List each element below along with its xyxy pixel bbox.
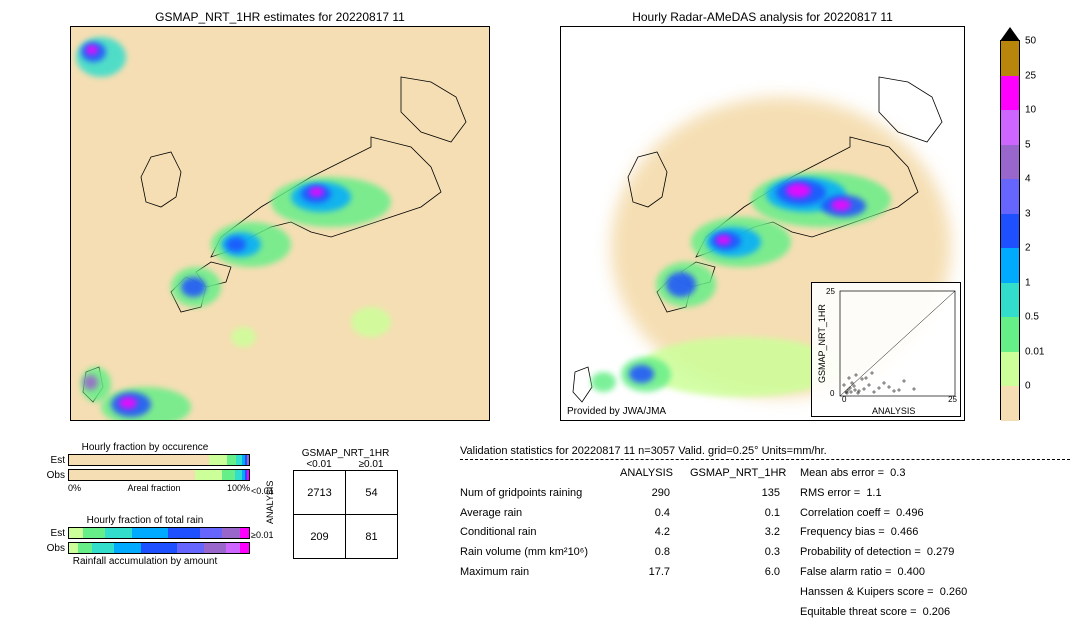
right-map-title: Hourly Radar-AMeDAS analysis for 2022081… [560, 10, 965, 24]
stats-metric: Correlation coeff = 0.496 [800, 504, 967, 524]
rain-title: Hourly fraction of total rain [40, 515, 250, 526]
colorbar-arrow-icon [1000, 27, 1020, 41]
right-map-panel: Hourly Radar-AMeDAS analysis for 2022081… [560, 10, 965, 421]
rain-bars: Hourly fraction of total rain Est Obs Ra… [40, 515, 250, 567]
colorbar-tick: 25 [1025, 70, 1036, 81]
ytick: 45°N [70, 80, 71, 92]
colorbar-tick: 10 [1025, 105, 1036, 116]
ytick: 40°N [70, 155, 71, 167]
xtick: 135°E [747, 420, 777, 421]
ct-col: ≥0.01 [345, 459, 397, 470]
colorbar-tick: 50 [1025, 36, 1036, 47]
scatter-ytick: 25 [826, 287, 835, 296]
ytick: 30°N [560, 304, 561, 316]
scatter-inset: GSMAP_NRT_1HR ANALYSIS 0 25 0 25 [811, 282, 961, 417]
scatter-ylabel: GSMAP_NRT_1HR [817, 303, 827, 383]
xtick: 125°E [114, 420, 144, 421]
contingency-table: GSMAP_NRT_1HR <0.01 ≥0.01 ANALYSIS 27135… [275, 448, 398, 559]
obs-label: Obs [40, 470, 68, 481]
xtick: 130°E [675, 420, 705, 421]
ct-col-header: GSMAP_NRT_1HR [293, 448, 398, 459]
occ-x-left: 0% [68, 483, 81, 493]
colorbar-tick: 2 [1025, 243, 1031, 254]
stats-row: Num of gridpoints raining290135 [460, 484, 780, 504]
stats-panel: Validation statistics for 20220817 11 n=… [460, 445, 1070, 622]
scatter-xlabel: ANALYSIS [872, 406, 915, 416]
scatter-xtick: 0 [842, 395, 846, 404]
stats-table: ANALYSIS GSMAP_NRT_1HR Num of gridpoints… [460, 464, 800, 622]
stats-col-header: ANALYSIS [620, 464, 690, 484]
ytick: 45°N [560, 80, 561, 92]
left-map-area: 45°N 40°N 35°N 30°N 25°N 125°E 130°E 135… [70, 26, 490, 421]
est-label: Est [40, 528, 68, 539]
est-label: Est [40, 455, 68, 466]
xtick: 145°E [415, 420, 445, 421]
ct-cell: 54 [346, 471, 398, 515]
stats-metric: Hanssen & Kuipers score = 0.260 [800, 583, 967, 603]
occurrence-bars: Hourly fraction by occurence Est Obs 0% … [40, 442, 250, 493]
colorbar: 502510543210.50.010 [1000, 40, 1020, 420]
colorbar-tick: 5 [1025, 139, 1031, 150]
xtick: 145°E [893, 420, 923, 421]
scatter-xtick: 25 [948, 395, 957, 404]
colorbar-tick: 0.5 [1025, 312, 1039, 323]
occ-x-right: 100% [227, 483, 250, 493]
ct-row: <0.01 [251, 486, 274, 496]
occ-title: Hourly fraction by occurence [40, 442, 250, 453]
stats-metric: RMS error = 1.1 [800, 484, 967, 504]
stats-row: Rain volume (mm km²10⁶)0.80.3 [460, 543, 780, 563]
stats-metric: Mean abs error = 0.3 [800, 464, 967, 484]
xtick: 135°E [265, 420, 295, 421]
provided-label: Provided by JWA/JMA [565, 405, 668, 418]
xtick: 140°E [820, 420, 850, 421]
stats-metric: Frequency bias = 0.466 [800, 523, 967, 543]
colorbar-tick: 4 [1025, 174, 1031, 185]
ct-row: ≥0.01 [251, 530, 273, 540]
stats-metric: Equitable threat score = 0.206 [800, 603, 967, 622]
ytick: 40°N [560, 155, 561, 167]
stats-row: Average rain0.40.1 [460, 504, 780, 524]
scatter-ytick: 0 [830, 389, 834, 398]
occ-x-label: Areal fraction [127, 483, 180, 493]
stats-col-header: GSMAP_NRT_1HR [690, 464, 780, 484]
ct-cell: 209 [294, 515, 346, 559]
stats-title: Validation statistics for 20220817 11 n=… [460, 445, 1070, 460]
ct-cell: 2713 [294, 471, 346, 515]
colorbar-tick: 0.01 [1025, 346, 1044, 357]
obs-label: Obs [40, 543, 68, 554]
ytick: 25°N [560, 379, 561, 391]
ct-cell: 81 [346, 515, 398, 559]
ytick: 35°N [70, 229, 71, 241]
left-map-title: GSMAP_NRT_1HR estimates for 20220817 11 [70, 10, 490, 24]
colorbar-tick: 3 [1025, 208, 1031, 219]
right-map-area: Provided by JWA/JMA [560, 26, 965, 421]
stats-metric: False alarm ratio = 0.400 [800, 563, 967, 583]
left-map-panel: GSMAP_NRT_1HR estimates for 20220817 11 [70, 10, 490, 421]
rain-caption: Rainfall accumulation by amount [40, 556, 250, 567]
ct-col: <0.01 [293, 459, 345, 470]
stats-metrics: Mean abs error = 0.3RMS error = 1.1Corre… [800, 464, 987, 622]
ytick: 30°N [70, 304, 71, 316]
stats-row: Maximum rain17.76.0 [460, 563, 780, 583]
xtick: 140°E [340, 420, 370, 421]
ytick: 35°N [560, 229, 561, 241]
stats-metric: Probability of detection = 0.279 [800, 543, 967, 563]
ct-row-header: ANALYSIS [265, 506, 275, 524]
xtick: 125°E [602, 420, 632, 421]
colorbar-tick: 1 [1025, 277, 1031, 288]
ytick: 25°N [70, 379, 71, 391]
xtick: 130°E [190, 420, 220, 421]
stats-row: Conditional rain4.23.2 [460, 523, 780, 543]
colorbar-tick: 0 [1025, 381, 1031, 392]
